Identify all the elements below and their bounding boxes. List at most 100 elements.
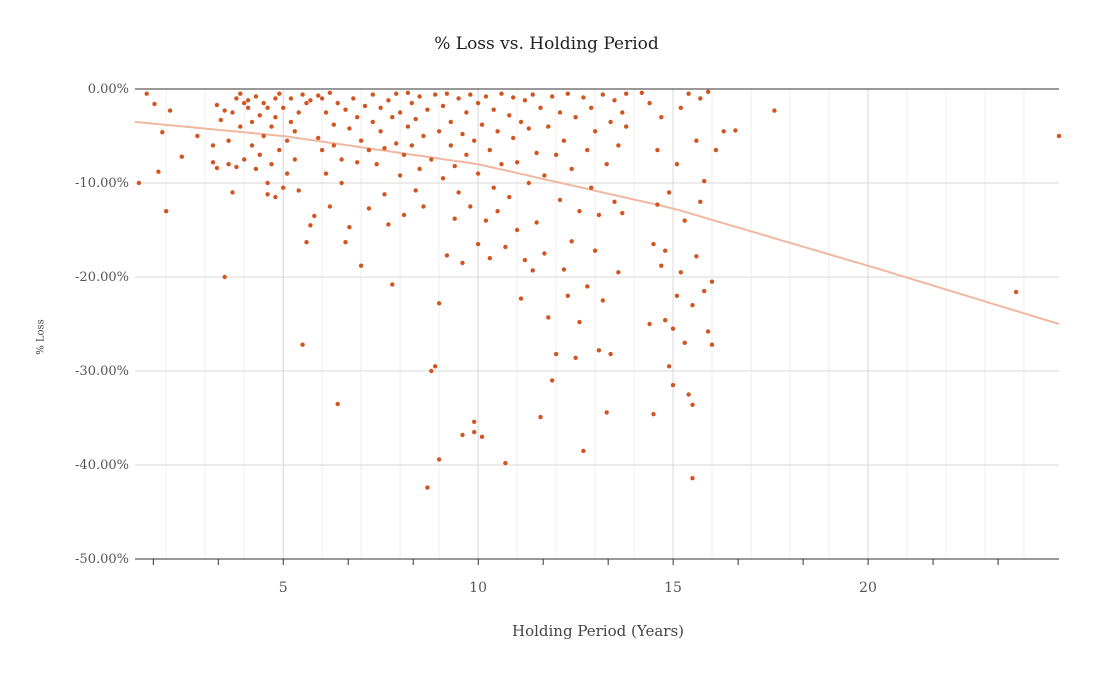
data-point (620, 110, 625, 115)
data-point (577, 209, 582, 214)
data-point (565, 293, 570, 298)
data-point (214, 102, 220, 108)
data-point (222, 108, 227, 113)
data-point (698, 199, 703, 204)
data-point (655, 202, 660, 207)
data-point (386, 98, 391, 103)
data-point (374, 162, 379, 167)
data-point (666, 364, 672, 369)
data-point (308, 223, 313, 228)
data-point (503, 244, 508, 250)
data-point (230, 190, 235, 195)
data-point (647, 321, 652, 327)
trendline-layer (134, 120, 1060, 325)
data-point (1013, 289, 1019, 295)
data-point (639, 90, 644, 96)
data-point (452, 163, 457, 169)
y-tick-label: -30.00% (75, 364, 129, 379)
data-point (460, 131, 465, 137)
data-point (534, 220, 539, 225)
data-point (647, 100, 652, 106)
data-point (242, 157, 247, 162)
data-point (362, 103, 368, 109)
data-point (577, 319, 582, 325)
data-point (561, 267, 567, 272)
data-point (440, 103, 446, 109)
data-point (604, 410, 609, 415)
data-point (413, 116, 418, 122)
data-point (616, 143, 621, 148)
data-point (596, 348, 602, 353)
data-point (269, 124, 274, 129)
data-point (468, 92, 473, 97)
data-point (378, 105, 383, 111)
data-point (296, 110, 301, 115)
data-point (319, 96, 325, 101)
data-point (522, 257, 528, 263)
data-point (323, 171, 329, 176)
data-point (526, 126, 531, 131)
data-point (659, 115, 664, 120)
data-point (705, 89, 711, 95)
data-point (269, 162, 274, 167)
data-point (772, 108, 777, 113)
data-point (589, 185, 594, 190)
data-point (394, 141, 399, 146)
data-point (663, 318, 668, 323)
data-point (550, 94, 555, 99)
data-point (456, 190, 461, 195)
data-point (592, 129, 598, 134)
data-point (304, 100, 309, 106)
data-point (401, 152, 407, 157)
data-point (327, 204, 333, 209)
data-point (370, 92, 375, 97)
data-point (503, 460, 508, 466)
data-point (413, 188, 418, 193)
data-point (281, 185, 286, 190)
trendline (134, 120, 1060, 325)
data-point (401, 212, 407, 218)
data-point (417, 94, 422, 99)
data-point (573, 115, 578, 120)
data-point (440, 176, 446, 181)
data-point (542, 173, 547, 178)
data-point (152, 101, 157, 107)
data-point (378, 129, 383, 134)
data-point (514, 227, 520, 233)
data-point (347, 126, 352, 131)
data-point (686, 392, 691, 397)
data-point (265, 192, 270, 197)
data-point (257, 113, 262, 118)
data-point (585, 284, 590, 289)
data-point (698, 96, 703, 101)
data-point (316, 135, 321, 141)
data-point (472, 138, 477, 143)
data-point (249, 143, 255, 148)
data-point (195, 133, 200, 139)
data-point (234, 96, 239, 101)
data-point (273, 194, 278, 200)
data-point (479, 122, 485, 127)
data-point (245, 105, 251, 111)
data-point (561, 138, 567, 143)
x-tick-label: 20 (859, 580, 877, 596)
data-point (358, 138, 364, 143)
data-point (335, 401, 340, 407)
chart-title: % Loss vs. Holding Period (434, 34, 659, 54)
data-point (663, 248, 668, 253)
data-point (421, 204, 426, 209)
data-point (495, 209, 500, 214)
data-point (702, 178, 707, 184)
data-point (273, 115, 278, 120)
data-point (436, 457, 442, 462)
data-point (339, 157, 344, 162)
data-point (230, 110, 235, 115)
data-point (620, 210, 625, 216)
data-point (479, 434, 485, 439)
data-point (460, 432, 465, 438)
data-point (557, 110, 563, 115)
data-point (592, 248, 598, 253)
data-point (284, 138, 290, 143)
data-point (1056, 133, 1062, 139)
data-point (553, 152, 559, 157)
